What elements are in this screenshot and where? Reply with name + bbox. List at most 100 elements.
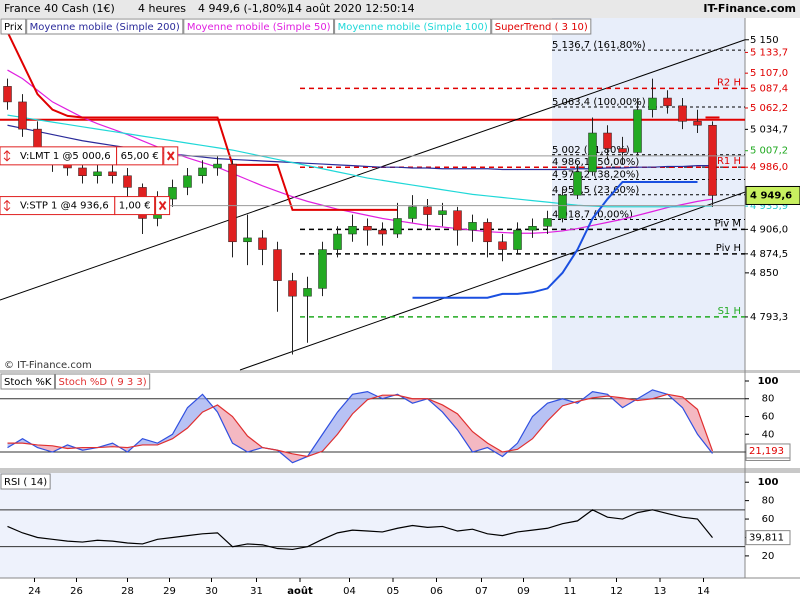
pivot-label: R1 H <box>717 156 741 167</box>
x-tick-label: 31 <box>250 586 263 597</box>
panel-separator <box>0 468 800 473</box>
last-price-label: 4 949,6 <box>750 190 792 201</box>
x-tick-label: 06 <box>430 586 443 597</box>
order-icon <box>3 150 11 162</box>
candle-body <box>558 194 567 219</box>
stoch-fill <box>547 398 563 421</box>
stoch-fill <box>652 389 668 399</box>
fib-label: 5 136,7 (161,80%) <box>552 40 646 51</box>
order-pnl-frame <box>114 196 156 216</box>
candle-body <box>498 241 507 250</box>
candle-body <box>378 229 387 235</box>
price-label: 4 793,3 <box>750 312 788 323</box>
stoch-fill <box>232 416 248 453</box>
candle-body <box>168 187 177 200</box>
moving-average <box>7 114 713 208</box>
candle-body <box>108 171 117 176</box>
y-tick-label: 80 <box>762 394 775 405</box>
candle-body <box>18 101 27 130</box>
pivot-label: S1 H <box>718 306 741 317</box>
x-tick-label: 09 <box>517 586 530 597</box>
candle-body <box>318 249 327 289</box>
legend-item: Moyenne mobile (Simple 100) <box>334 18 492 35</box>
header-bar <box>0 0 800 18</box>
candle-body <box>423 206 432 215</box>
legend-item: SuperTrend ( 3 10) <box>491 18 592 35</box>
legend-box <box>183 18 335 35</box>
legend-box <box>334 18 492 35</box>
legend-box <box>0 18 27 35</box>
legend-label: Moyenne mobile (Simple 100) <box>338 22 488 33</box>
candle-body <box>513 229 522 250</box>
legend-box <box>491 18 592 35</box>
legend-label: Stoch %K <box>4 377 52 388</box>
instrument: France 40 Cash (1€) <box>4 2 115 15</box>
candle-body <box>123 175 132 188</box>
stoch-fill <box>247 436 263 453</box>
y-tick-label: 5 150 <box>750 35 779 46</box>
y-tick-label: 100 <box>758 477 779 488</box>
stoch-fill <box>337 394 353 435</box>
legend-box <box>0 473 51 490</box>
legend-box <box>26 18 184 35</box>
order-cancel-icon <box>166 151 175 161</box>
stoch-fill <box>322 412 338 452</box>
stoch-fill <box>217 404 233 444</box>
x-tick-label: 28 <box>121 586 134 597</box>
x-tick-label: 05 <box>387 586 400 597</box>
trend-line <box>0 39 746 301</box>
legend-label: Stoch %D ( 9 3 3) <box>58 377 146 388</box>
x-tick-label: 13 <box>654 586 667 597</box>
candle-body <box>468 222 477 231</box>
candle-body <box>453 210 462 231</box>
y-tick-label: 60 <box>762 412 775 423</box>
stoch-fill <box>532 403 548 439</box>
candle-body <box>573 171 582 196</box>
candle-body <box>393 218 402 235</box>
x-tick-label: août <box>287 585 313 597</box>
candle-body <box>228 163 237 243</box>
stoch-fill <box>457 413 473 453</box>
x-tick-label: 07 <box>475 586 488 597</box>
candle-body <box>543 218 552 227</box>
legend-label: Moyenne mobile (Simple 50) <box>187 22 331 33</box>
y-tick-label: 100 <box>758 376 779 387</box>
stoch-fill <box>352 391 368 414</box>
pivot-label: Piv H <box>716 243 741 254</box>
price-label: 4 906,0 <box>750 224 788 235</box>
candle-body <box>528 225 537 231</box>
candle-body <box>483 222 492 243</box>
fib-label: 4 970,2 (38,20%) <box>552 169 639 180</box>
legend-box <box>54 373 151 390</box>
y-tick-label: 80 <box>762 496 775 507</box>
candle-body <box>213 163 222 169</box>
fib-label: 4 950,5 (23,60%) <box>552 185 639 196</box>
price-label: 5 133,7 <box>750 47 788 58</box>
order-label: V:STP 1 @4 936,6 <box>20 201 109 212</box>
legend-item: Moyenne mobile (Simple 200) <box>26 18 184 35</box>
period: 4 heures <box>138 2 186 15</box>
last-value-label: 21,193 <box>749 446 784 457</box>
candle-body <box>438 210 447 215</box>
price-label: 4 986,0 <box>750 162 788 173</box>
order-box: V:STP 1 @4 936,6 1,00 € <box>0 196 171 216</box>
fib-label: 4 918,7 (0,00%) <box>552 209 633 220</box>
candle-body <box>183 175 192 188</box>
candle-body <box>678 105 687 122</box>
candle-body <box>93 171 102 176</box>
price-label: 5 007,2 <box>750 146 788 157</box>
last-price: 4 949,6 (-1,80%) <box>198 2 291 15</box>
x-tick-label: 24 <box>28 586 41 597</box>
legend-label: RSI ( 14) <box>4 477 47 488</box>
x-tick-label: 26 <box>70 586 83 597</box>
legend-label: Prix <box>4 22 23 33</box>
stoch-fill <box>472 431 488 453</box>
legend-item: Prix <box>0 18 27 35</box>
watermark: © IT-Finance.com <box>4 360 92 371</box>
pivot-label: R2 H <box>717 77 741 88</box>
pivot-label: Piv M <box>715 218 741 229</box>
x-tick-label: 29 <box>163 586 176 597</box>
y-tick-label: 4 850 <box>750 268 779 279</box>
